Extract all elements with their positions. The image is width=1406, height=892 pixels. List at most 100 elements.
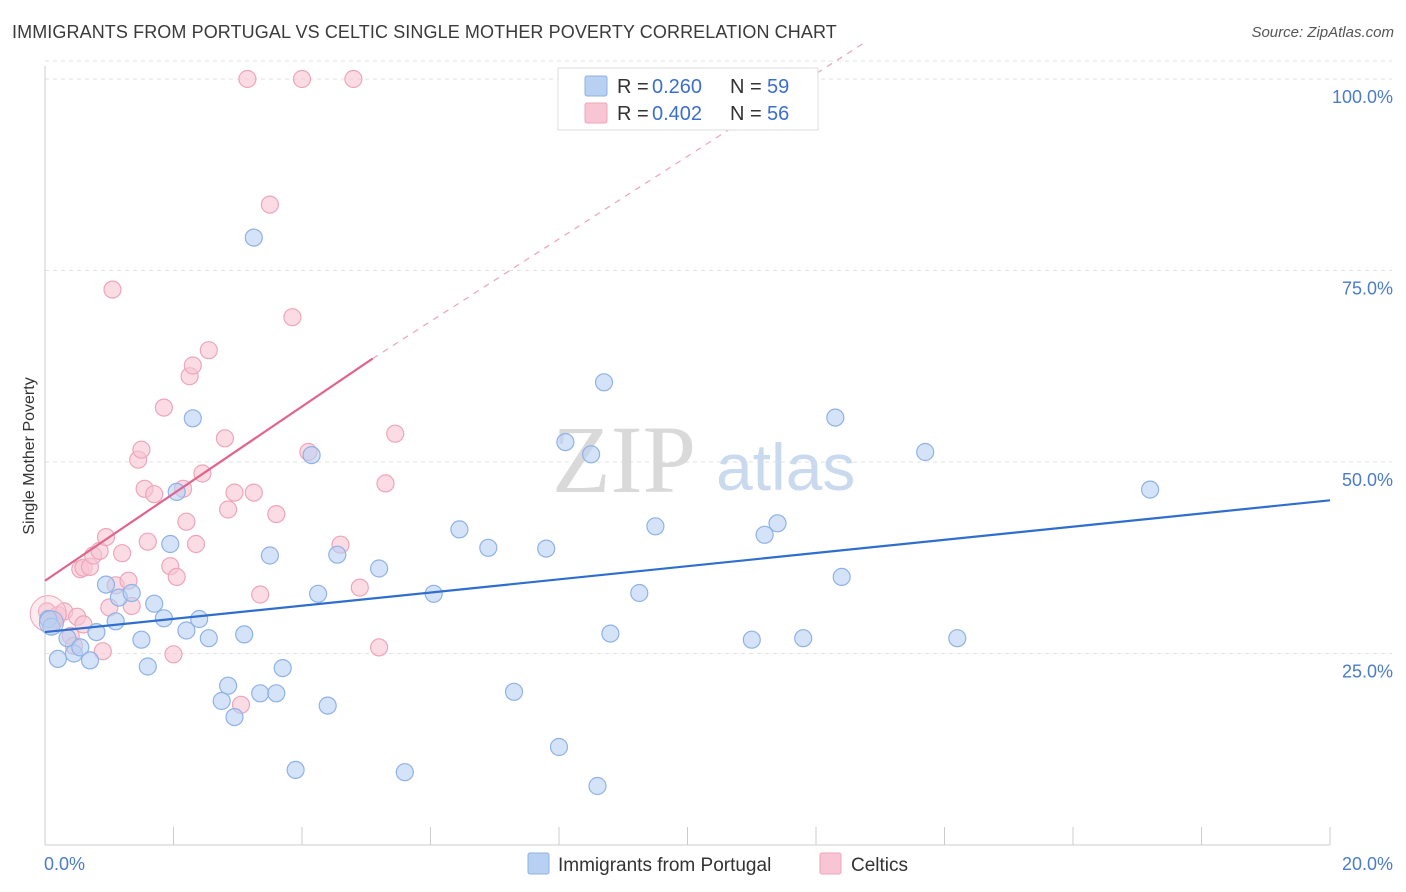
blue-point: [190, 609, 209, 629]
blue-point: [826, 408, 845, 427]
blue-point: [267, 684, 286, 703]
legend-r-label-pink: R =: [617, 103, 649, 125]
blue-point: [225, 707, 244, 727]
blue-point: [549, 737, 569, 757]
y-axis-title: Single Mother Poverty: [21, 377, 38, 534]
pink-point: [238, 69, 257, 89]
trend-line-pink: [44, 357, 374, 582]
pink-point: [215, 429, 234, 448]
pink-point: [267, 504, 286, 524]
blue-point: [235, 625, 254, 644]
blue-point: [122, 583, 141, 603]
bottom-legend-swatch-pink: [819, 852, 842, 875]
blue-point: [318, 696, 337, 715]
legend-swatch-blue: [584, 75, 608, 97]
blue-point: [273, 658, 292, 678]
legend-r-label-blue: R =: [617, 76, 649, 98]
pink-point: [145, 485, 164, 504]
pink-point: [103, 280, 122, 299]
blue-point: [450, 520, 469, 539]
blue-point: [504, 682, 524, 701]
blue-point: [48, 649, 68, 669]
chart-title: IMMIGRANTS FROM PORTUGAL VS CELTIC SINGL…: [12, 22, 837, 42]
bottom-legend-label-blue: Immigrants from Portugal: [558, 855, 771, 876]
pink-point: [386, 424, 405, 443]
pink-point: [199, 341, 218, 360]
pink-point: [260, 195, 279, 214]
blue-point: [251, 684, 270, 703]
watermark-atlas: atlas: [716, 430, 855, 504]
blue-point: [601, 624, 620, 643]
y-tick-label: 100.0%: [1332, 87, 1393, 107]
blue-point: [132, 630, 151, 649]
blue-point: [96, 575, 116, 594]
blue-point: [80, 651, 100, 670]
blue-point: [768, 514, 787, 533]
watermark-zip: ZIP: [552, 406, 696, 513]
pink-point: [251, 585, 270, 604]
y-tick-label: 50.0%: [1342, 470, 1393, 490]
blue-point: [302, 446, 321, 465]
pink-points: [29, 69, 405, 714]
pink-point: [283, 308, 302, 327]
legend-n-label-blue: N =: [730, 76, 762, 98]
blue-point: [212, 691, 231, 711]
legend-n-value-pink: 56: [767, 103, 789, 125]
pink-point: [292, 69, 312, 89]
y-tick-label: 25.0%: [1342, 662, 1393, 682]
gridlines: [45, 60, 1392, 654]
blue-point-large: [38, 610, 64, 636]
source-credit: Source: ZipAtlas.com: [1251, 24, 1394, 41]
legend-r-value-pink: 0.402: [652, 103, 702, 125]
blue-point: [832, 567, 851, 587]
blue-point: [395, 763, 414, 782]
pink-point: [344, 69, 363, 89]
blue-point: [219, 676, 238, 695]
blue-point: [138, 657, 157, 676]
pink-point: [177, 512, 196, 531]
legend-n-label-pink: N =: [730, 103, 762, 125]
blue-point: [742, 630, 761, 649]
pink-point: [350, 578, 369, 597]
trend-line-blue: [44, 499, 1331, 634]
blue-point: [177, 621, 196, 640]
pink-point: [132, 440, 151, 459]
legend: R = 0.260 N = 59 R = 0.402 N = 56: [557, 67, 819, 131]
pink-point: [112, 544, 132, 563]
watermark: ZIP atlas: [552, 406, 855, 513]
bottom-legend-swatch-blue: [527, 852, 550, 875]
pink-point: [93, 642, 112, 661]
pink-point: [370, 638, 389, 657]
blue-point: [581, 445, 601, 464]
pink-point: [225, 483, 244, 502]
blue-point: [106, 612, 125, 631]
blue-point: [556, 433, 575, 452]
blue-point: [916, 442, 935, 462]
blue-point: [537, 539, 556, 558]
blue-point: [71, 638, 90, 657]
blue-points: [38, 228, 1160, 796]
blue-point: [1140, 480, 1160, 499]
blue-point: [948, 629, 967, 648]
blue-point: [199, 629, 218, 648]
bottom-legend-label-pink: Celtics: [851, 855, 908, 876]
legend-n-value-blue: 59: [767, 76, 789, 98]
x-tick-labels: 0.0% 20.0%: [44, 854, 1393, 874]
pink-point: [138, 532, 157, 551]
bottom-legend: Immigrants from Portugal Celtics: [527, 852, 908, 876]
pink-point: [167, 567, 186, 587]
y-tick-label: 75.0%: [1342, 279, 1393, 299]
blue-point: [479, 538, 498, 557]
x-tick-label: 20.0%: [1342, 854, 1393, 874]
blue-point: [244, 228, 263, 247]
blue-point: [755, 525, 774, 544]
y-tick-labels: 25.0% 50.0% 75.0% 100.0%: [1332, 87, 1393, 682]
pink-point: [219, 500, 238, 519]
blue-point: [286, 760, 305, 780]
trend-line-pink-extension: [372, 40, 868, 360]
legend-r-value-blue: 0.260: [652, 76, 702, 98]
x-tick-label: 0.0%: [44, 854, 85, 874]
blue-point: [594, 373, 614, 392]
blue-point: [328, 545, 347, 564]
